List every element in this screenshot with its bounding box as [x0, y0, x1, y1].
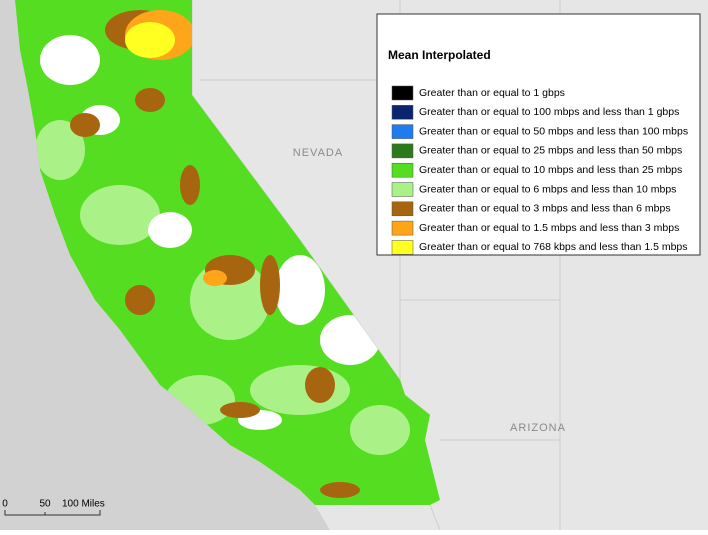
- legend-label: Greater than or equal to 1.5 mbps and le…: [419, 222, 679, 234]
- scale-label: 0: [2, 499, 8, 510]
- scale-bar: 0 50 100 Miles: [2, 499, 105, 516]
- state-label: ARIZONA: [510, 422, 566, 434]
- legend-swatch: [391, 162, 414, 178]
- legend-label: Greater than or equal to 1 gbps: [419, 87, 565, 99]
- legend: Mean Interpolated Greater than or equal …: [376, 13, 701, 256]
- legend-swatch: [391, 143, 414, 159]
- scale-label: 100 Miles: [62, 499, 105, 510]
- ocean: [0, 0, 330, 530]
- legend-label: Greater than or equal to 6 mbps and less…: [419, 183, 676, 195]
- legend-swatch: [391, 182, 414, 197]
- legend-label: Greater than or equal to 50 mbps and les…: [419, 125, 688, 137]
- legend-swatch: [391, 201, 414, 217]
- legend-swatch: [391, 220, 414, 236]
- legend-swatch: [391, 85, 414, 101]
- legend-label: Greater than or equal to 25 mbps and les…: [419, 145, 682, 157]
- legend-label: Greater than or equal to 3 mbps and less…: [419, 203, 671, 215]
- legend-label: Greater than or equal to 100 mbps and le…: [419, 106, 679, 118]
- legend-swatch: [391, 105, 414, 120]
- state-label: NEVADA: [293, 147, 343, 159]
- legend-box: [376, 13, 701, 256]
- scale-line: [4, 510, 101, 516]
- legend-label: Greater than or equal to 768 kbps and le…: [419, 241, 688, 253]
- legend-label: Greater than or equal to 10 mbps and les…: [419, 164, 682, 176]
- legend-title: Mean Interpolated: [388, 48, 491, 62]
- legend-swatch: [391, 240, 414, 255]
- scale-label: 50: [39, 499, 51, 510]
- legend-swatch: [391, 124, 414, 139]
